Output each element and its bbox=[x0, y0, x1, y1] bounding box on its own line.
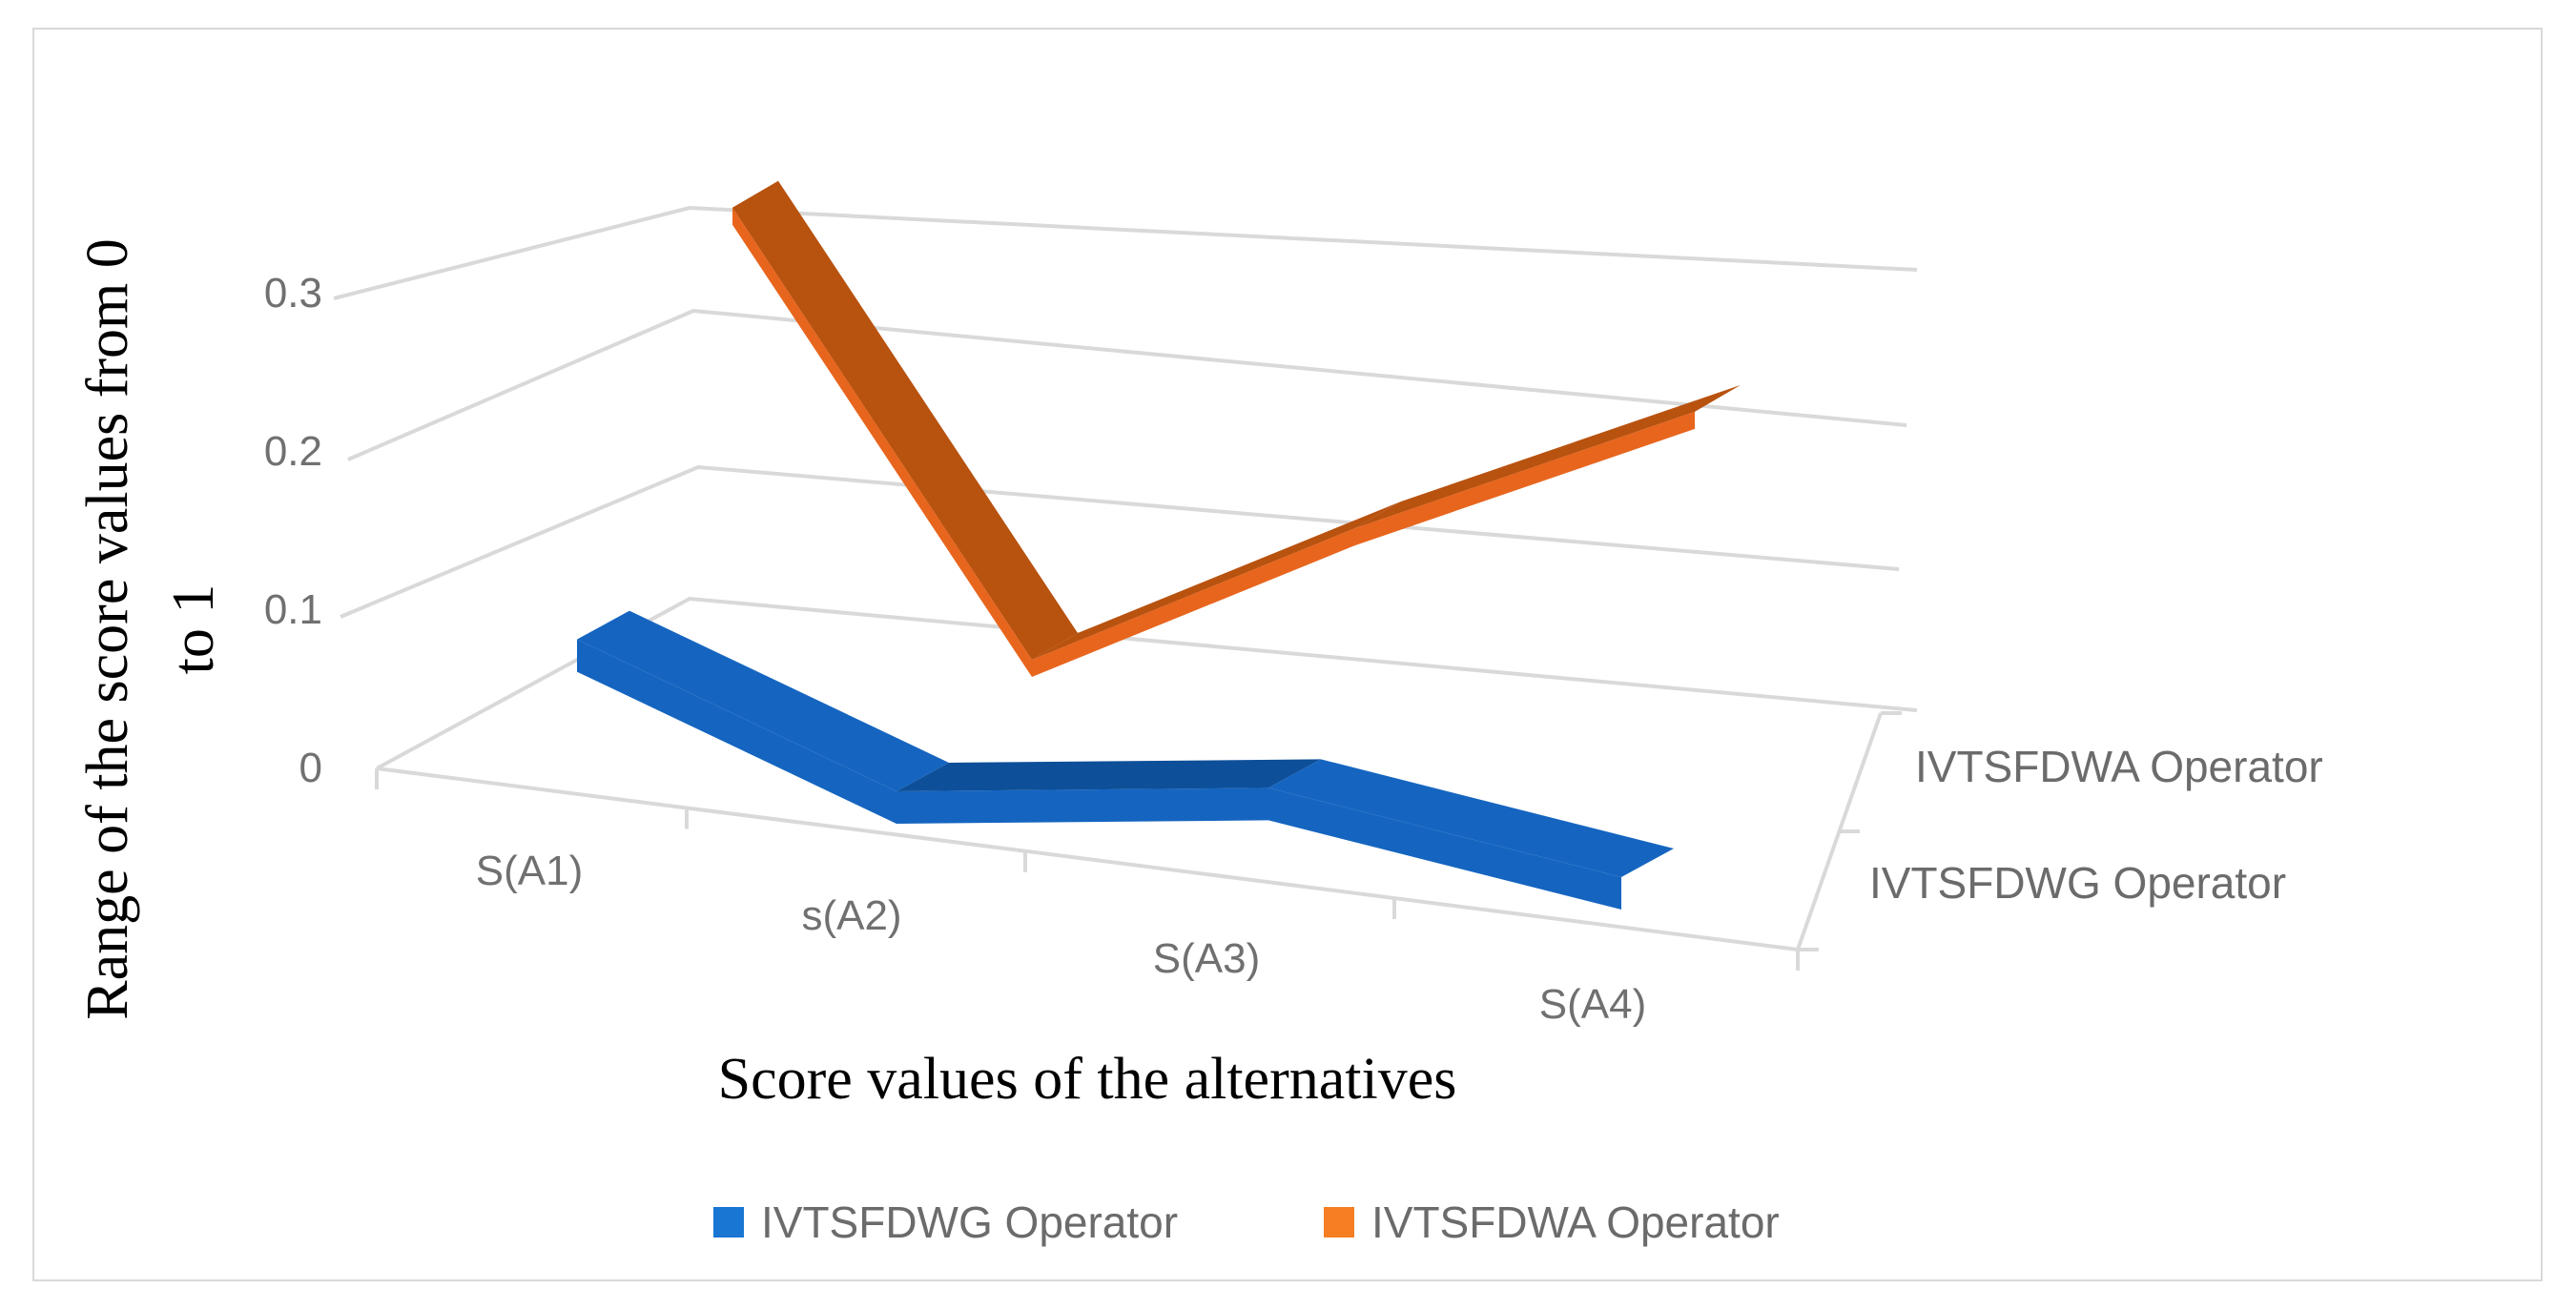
legend: IVTSFDWG Operator IVTSFDWA Operator bbox=[713, 1197, 1780, 1247]
gridline-0.1 bbox=[340, 464, 1900, 619]
gridline-0.2 bbox=[347, 308, 1907, 461]
x-tick-label: s(A2) bbox=[801, 892, 901, 939]
ribbon-face bbox=[1032, 528, 1354, 677]
y-axis-title-line2: to 1 bbox=[161, 584, 226, 675]
series-ivtsfdwa-operator bbox=[732, 180, 1741, 677]
legend-swatch-ivtsfdwa bbox=[1324, 1207, 1354, 1237]
gridlines bbox=[333, 205, 1918, 971]
ribbon-face bbox=[577, 639, 896, 824]
ribbon-top bbox=[1032, 501, 1400, 660]
gridline-0 bbox=[376, 596, 1918, 770]
x-tick-label: S(A1) bbox=[476, 848, 583, 894]
ribbon-top bbox=[896, 759, 1321, 791]
ribbon-top bbox=[1268, 759, 1674, 877]
x-axis-line bbox=[376, 767, 1799, 951]
series-ribbons bbox=[577, 180, 1741, 910]
ribbon-top bbox=[1354, 384, 1741, 529]
series-ivtsfdwg-operator bbox=[577, 610, 1674, 910]
legend-label-ivtsfdwa: IVTSFDWA Operator bbox=[1371, 1197, 1780, 1247]
legend-label-ivtsfdwg: IVTSFDWG Operator bbox=[761, 1197, 1178, 1247]
x-tick-label: S(A4) bbox=[1539, 981, 1646, 1028]
y-tick-label: 0.2 bbox=[264, 428, 322, 475]
depth-axis bbox=[1796, 711, 1902, 951]
gridline-0.3 bbox=[333, 205, 1918, 300]
depth-label: IVTSFDWA Operator bbox=[1915, 742, 2323, 791]
ribbon-top bbox=[577, 610, 949, 791]
y-axis-title-line1: Range of the score values from 0 bbox=[75, 238, 140, 1020]
ribbon-face bbox=[896, 787, 1268, 824]
y-tick-label: 0.1 bbox=[264, 586, 322, 633]
ribbon-face bbox=[1268, 787, 1621, 910]
depth-axis-labels: IVTSFDWA Operator IVTSFDWG Operator bbox=[1869, 742, 2323, 908]
y-tick-label: 0 bbox=[299, 745, 322, 791]
legend-swatch-ivtsfdwg bbox=[713, 1207, 744, 1237]
y-tick-label: 0.3 bbox=[264, 270, 322, 317]
x-axis-title: Score values of the alternatives bbox=[718, 1047, 1457, 1112]
ribbon-face bbox=[1354, 411, 1695, 546]
depth-label: IVTSFDWG Operator bbox=[1869, 858, 2286, 908]
ribbon-top bbox=[732, 180, 1078, 660]
ribbon-face bbox=[732, 207, 1032, 677]
x-axis-ticks: S(A1) s(A2) S(A3) S(A4) bbox=[476, 848, 1646, 1028]
y-axis-ticks: 0 0.1 0.2 0.3 bbox=[264, 270, 322, 791]
x-tick-label: S(A3) bbox=[1153, 935, 1260, 982]
